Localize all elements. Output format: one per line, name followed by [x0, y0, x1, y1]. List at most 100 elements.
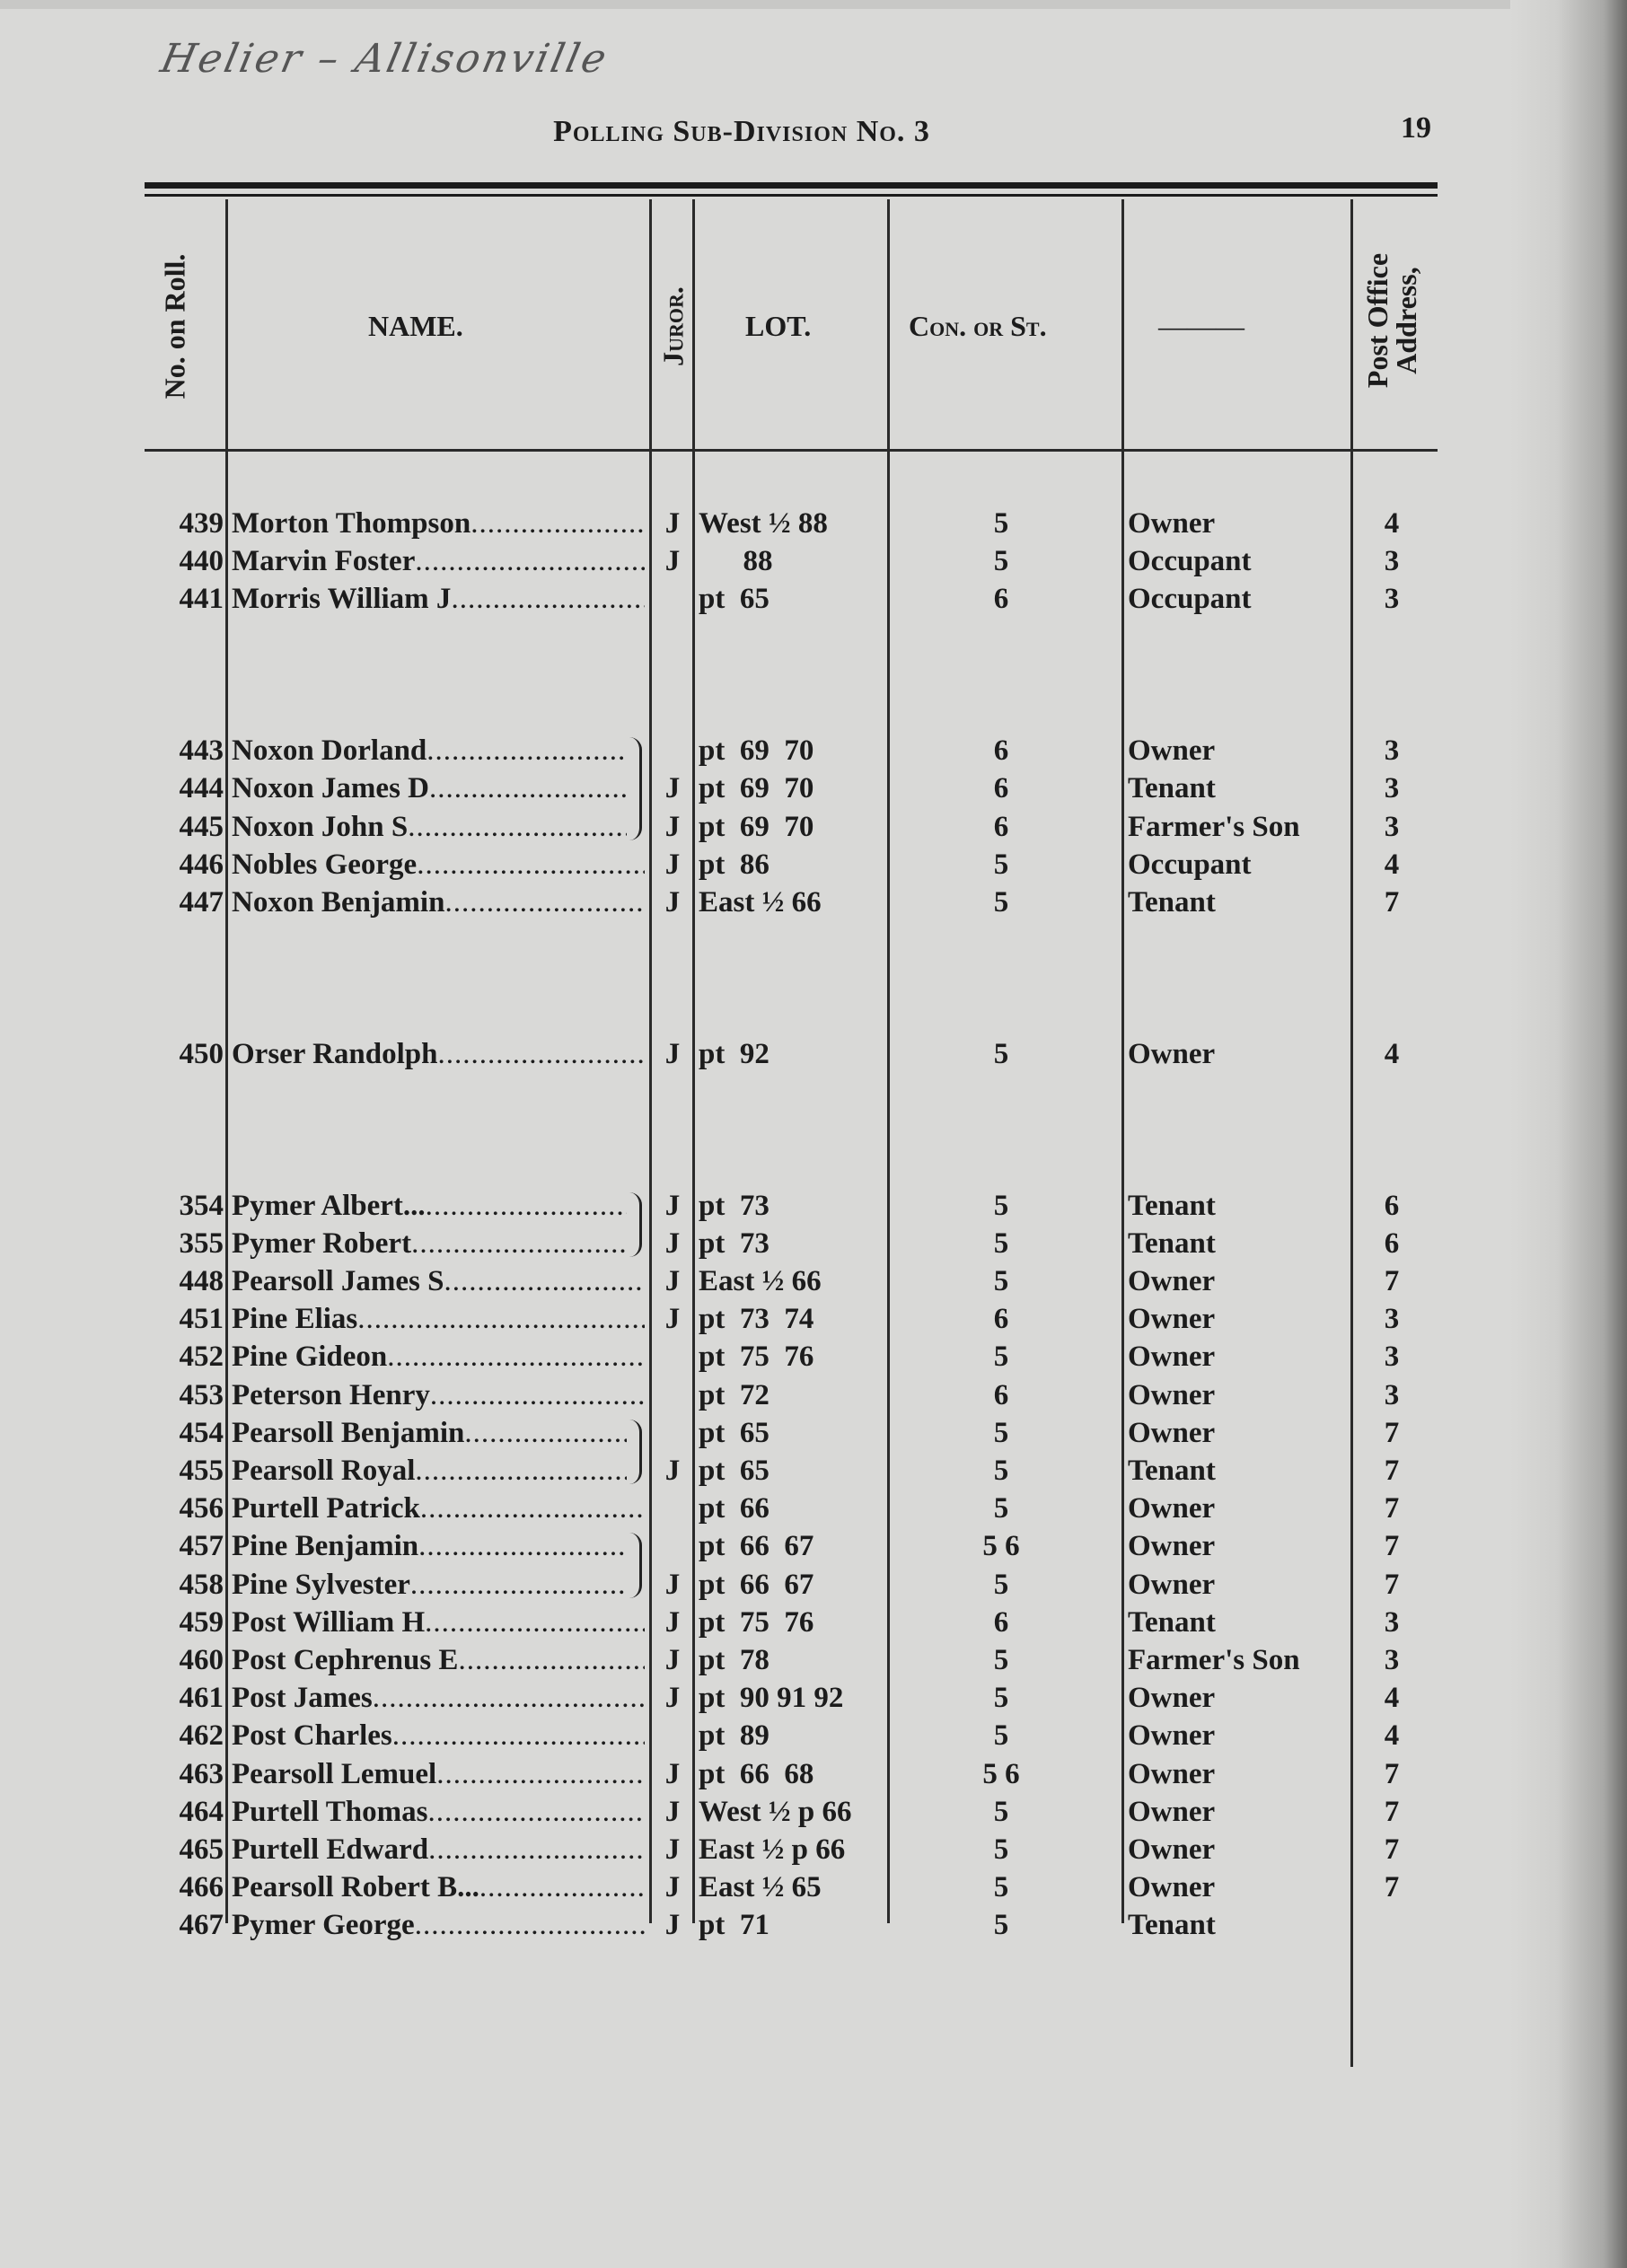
- post-office: 4: [1384, 1682, 1400, 1715]
- table-row: 461 Post James...........................…: [0, 1679, 1627, 1717]
- concession: 5: [889, 1452, 1122, 1490]
- dot-leader: ........................................…: [428, 1833, 645, 1866]
- concession: 6: [889, 580, 1122, 618]
- concession: 5: [889, 1831, 1122, 1868]
- roll-number: 439: [179, 507, 224, 540]
- table-row: 460 Post Cephrenus E.....................…: [0, 1641, 1627, 1679]
- dot-leader: ........................................…: [427, 734, 627, 768]
- dot-leader: ........................................…: [425, 1189, 627, 1222]
- lot: pt 69 70: [699, 772, 814, 805]
- juror-mark: J: [664, 1265, 681, 1297]
- voter-name-text: Pearsoll James S: [232, 1265, 444, 1297]
- concession-value: 5: [993, 1341, 1009, 1374]
- dot-leader: ........................................…: [437, 1037, 645, 1070]
- concession-value: 6: [993, 1378, 1009, 1411]
- roll-number: 443: [179, 734, 224, 768]
- concession-value: 5: [993, 1644, 1009, 1676]
- status: Owner: [1128, 1037, 1216, 1070]
- voter-name: Morris William J........................…: [232, 580, 645, 618]
- status: Tenant: [1128, 772, 1216, 805]
- dot-leader: ........................................…: [451, 583, 645, 616]
- lot: pt 78: [699, 1644, 770, 1676]
- concession-value: 5: [993, 507, 1009, 540]
- table-row: 465 Purtell Edward.......................…: [0, 1831, 1627, 1868]
- concession: 5: [889, 1679, 1122, 1717]
- status: Owner: [1128, 507, 1216, 540]
- juror-mark: J: [664, 848, 681, 881]
- concession-value: 5: [993, 1492, 1009, 1525]
- dot-leader: ........................................…: [429, 772, 627, 805]
- status: Owner: [1128, 1530, 1216, 1563]
- lot: pt 66: [699, 1492, 770, 1525]
- roll-number: 451: [179, 1303, 224, 1336]
- voter-name: Pine Gideon.............................…: [232, 1338, 645, 1376]
- voter-name-text: Pearsoll Lemuel: [232, 1757, 437, 1790]
- voter-name-text: Noxon Dorland: [232, 734, 427, 768]
- concession-value: 6: [993, 583, 1009, 616]
- concession-value: 5: [993, 1909, 1009, 1942]
- post-office: 7: [1384, 886, 1400, 919]
- lot: West ½ 88: [699, 507, 828, 540]
- roll-number: 446: [179, 848, 224, 881]
- post-office: 7: [1384, 1833, 1400, 1866]
- concession: 5: [889, 1868, 1122, 1906]
- post-office: 7: [1384, 1265, 1400, 1297]
- table-row: 464 Purtell Thomas.......................…: [0, 1793, 1627, 1831]
- dot-leader: ........................................…: [418, 1530, 627, 1563]
- status: Farmer's Son: [1128, 1644, 1300, 1676]
- juror-mark: J: [664, 1303, 681, 1336]
- concession-value: 5: [993, 1265, 1009, 1297]
- lot: pt 75 76: [699, 1341, 814, 1374]
- voter-name-text: Morton Thompson: [232, 507, 471, 540]
- voter-name-text: Pearsoll Benjamin: [232, 1416, 465, 1449]
- voter-name: Pine Elias..............................…: [232, 1300, 645, 1338]
- status: Owner: [1128, 1303, 1216, 1336]
- status: Occupant: [1128, 545, 1252, 578]
- concession: 5: [889, 883, 1122, 921]
- roll-number: 459: [179, 1605, 224, 1639]
- voter-name: Noxon John S............................…: [232, 808, 627, 846]
- lot: pt 86: [699, 848, 770, 881]
- juror-mark: J: [664, 1795, 681, 1828]
- concession: 5: [889, 1262, 1122, 1300]
- concession-value: 5 6: [982, 1530, 1020, 1563]
- concession: 6: [889, 1604, 1122, 1641]
- header-status-blank: ———: [1158, 310, 1244, 342]
- voter-name: Post James..............................…: [232, 1679, 645, 1717]
- roll-number: 464: [179, 1795, 224, 1828]
- status: Tenant: [1128, 1455, 1216, 1487]
- roll-number: 466: [179, 1871, 224, 1904]
- lot: pt 66 68: [699, 1757, 814, 1790]
- dot-leader: ........................................…: [409, 1568, 627, 1601]
- roll-number: 454: [179, 1416, 224, 1449]
- voter-name: Post Cephrenus E........................…: [232, 1641, 645, 1679]
- status: Tenant: [1128, 1909, 1216, 1942]
- dot-leader: ........................................…: [444, 1265, 645, 1297]
- roll-number: 445: [179, 810, 224, 843]
- concession: 5: [889, 1187, 1122, 1225]
- page-number: 19: [1401, 111, 1431, 145]
- voter-name: Pymer Albert............................…: [232, 1187, 627, 1225]
- juror-mark: J: [664, 507, 681, 540]
- concession: 5: [889, 1035, 1122, 1073]
- group-brace: [629, 1533, 642, 1598]
- voter-name-text: Purtell Thomas: [232, 1795, 428, 1828]
- juror-mark: J: [664, 1226, 681, 1260]
- table-row: 458 Pine Sylvester.......................…: [0, 1566, 1627, 1604]
- table-row: 354 Pymer Albert.........................…: [0, 1187, 1627, 1225]
- column-divider: [225, 199, 228, 1923]
- handwritten-note: Helier – Allisonville: [156, 36, 613, 82]
- voter-name-text: Noxon James D: [232, 772, 429, 805]
- status: Farmer's Son: [1128, 810, 1300, 843]
- dot-leader: ........................................…: [391, 1719, 645, 1753]
- concession-value: 6: [993, 1605, 1009, 1639]
- concession-value: 5: [993, 1682, 1009, 1715]
- voter-name-text: Peterson Henry: [232, 1378, 430, 1411]
- group-brace: [629, 737, 642, 840]
- voter-name-text: Purtell Patrick: [232, 1492, 420, 1525]
- roll-number: 467: [179, 1909, 224, 1942]
- voter-name-text: Pymer George: [232, 1909, 415, 1942]
